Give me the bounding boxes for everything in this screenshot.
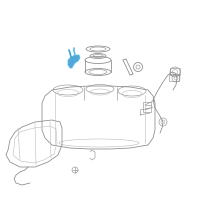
Bar [169,74,179,81]
Bar [143,102,151,112]
Polygon shape [68,55,80,68]
Bar [170,68,180,75]
